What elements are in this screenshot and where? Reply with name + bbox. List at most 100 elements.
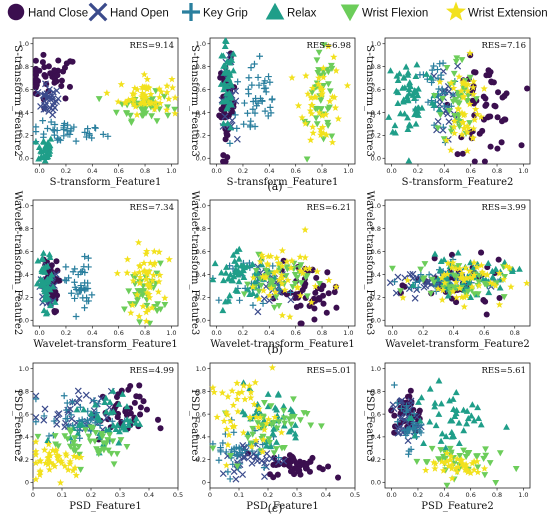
hand-open-point	[454, 62, 462, 70]
wrist-extension-point	[468, 282, 476, 290]
relax-point	[420, 439, 427, 447]
hand-open-point	[254, 308, 262, 316]
hand-close-point	[306, 303, 313, 310]
wrist-flexion-point	[325, 81, 332, 88]
wrist-extension-point	[466, 267, 474, 275]
wrist-extension-point	[343, 81, 352, 89]
y-tick-label: 0.2	[196, 456, 206, 464]
key-grip-point	[71, 265, 78, 273]
key-grip-point	[69, 268, 77, 276]
wrist-extension-point	[129, 100, 138, 108]
wrist-extension-point	[246, 413, 254, 421]
wrist-extension-point	[454, 463, 462, 471]
wrist-extension-point	[301, 253, 309, 261]
wrist-flexion-point	[262, 267, 270, 274]
wrist-flexion-point	[435, 456, 442, 463]
relax-point	[225, 275, 233, 282]
relax-point	[222, 269, 230, 276]
wrist-flexion-point	[148, 113, 156, 120]
key-grip-point	[60, 392, 68, 400]
hand-close-point	[48, 262, 55, 269]
key-grip-point	[61, 120, 68, 127]
res-annotation: RES=5.61	[482, 366, 526, 376]
wrist-flexion-point	[149, 96, 157, 103]
wrist-extension-point	[448, 464, 456, 472]
x-tick-label: 0.2	[413, 491, 423, 499]
wrist-extension-point	[233, 379, 241, 387]
wrist-flexion-point	[455, 263, 463, 270]
relax-point	[292, 434, 300, 441]
key-grip-point	[81, 129, 89, 136]
wrist-extension-point	[144, 305, 152, 313]
wrist-flexion-point	[260, 400, 268, 407]
scatter-points	[216, 37, 352, 165]
y-tick-label: 1.0	[196, 40, 206, 48]
key-grip-point	[248, 447, 256, 455]
relax-point	[414, 104, 422, 111]
key-grip-point	[247, 64, 255, 71]
relax-point	[32, 138, 40, 145]
y-tick-label: 1.0	[19, 40, 29, 48]
hand-close-point	[114, 414, 121, 421]
wrist-flexion-point	[71, 435, 79, 442]
key-grip-point	[62, 263, 70, 271]
hand-close-point	[312, 289, 319, 296]
relax-point	[76, 420, 83, 427]
relax-point	[227, 271, 234, 278]
relax-point	[437, 400, 445, 407]
x-tick-label: 0.4	[449, 329, 459, 337]
key-grip-point	[230, 445, 238, 452]
wrist-flexion-point	[85, 433, 93, 440]
relax-point	[51, 298, 59, 305]
wrist-flexion-point	[266, 277, 274, 284]
key-grip-point	[394, 418, 401, 426]
relax-point	[40, 249, 47, 256]
wrist-extension-point	[319, 64, 327, 72]
hand-close-point	[453, 299, 460, 306]
wrist-extension-point	[145, 293, 154, 301]
y-axis-label: S-transform_Feature2	[12, 45, 23, 157]
wrist-flexion-point	[270, 304, 278, 311]
wrist-extension-point	[456, 273, 465, 281]
wrist-extension-point	[288, 73, 296, 81]
wrist-extension-point	[326, 97, 334, 105]
wrist-flexion-point	[291, 280, 299, 287]
wrist-extension-point	[313, 267, 321, 275]
wrist-extension-point	[226, 417, 235, 425]
relax-point	[392, 129, 399, 136]
wrist-extension-point	[49, 446, 57, 454]
res-annotation: RES=6.98	[307, 41, 351, 51]
relax-point	[47, 135, 55, 142]
wrist-extension-point	[473, 110, 482, 118]
wrist-extension-point	[462, 81, 471, 89]
wrist-extension-point	[324, 42, 332, 50]
wrist-flexion-point	[500, 294, 508, 301]
relax-point	[414, 85, 422, 92]
wrist-flexion-point	[164, 112, 172, 119]
wrist-flexion-point	[139, 292, 147, 299]
hand-close-point	[131, 399, 138, 406]
x-tick-label: 0.3	[292, 491, 302, 499]
wrist-extension-point	[278, 311, 286, 319]
relax-point	[423, 70, 430, 77]
wrist-flexion-point	[77, 466, 85, 473]
hand-close-point	[294, 466, 301, 473]
wrist-extension-point	[294, 101, 303, 109]
wrist-flexion-point	[130, 274, 137, 281]
hand-close-point	[325, 463, 332, 470]
wrist-extension-point	[161, 294, 169, 302]
relax-point	[410, 94, 418, 102]
wrist-flexion-point	[317, 97, 325, 104]
key-grip-point	[63, 399, 71, 407]
wrist-extension-point	[325, 276, 333, 284]
wrist-extension-point	[155, 85, 163, 93]
hand-close-point	[45, 63, 52, 70]
wrist-extension-point	[462, 465, 471, 473]
y-tick-label: 0.4	[19, 433, 29, 441]
relax-point	[232, 286, 240, 293]
hand-close-point	[291, 471, 298, 478]
wrist-extension-point	[131, 84, 139, 92]
wrist-flexion-point	[486, 460, 494, 467]
key-grip-point	[60, 124, 68, 132]
relax-point	[274, 390, 282, 397]
